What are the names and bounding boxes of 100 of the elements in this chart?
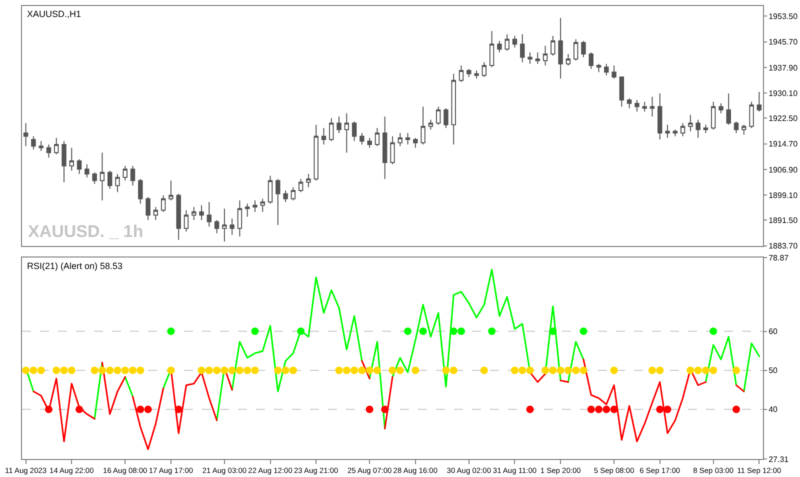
point [342, 366, 350, 374]
point [205, 366, 213, 374]
point [412, 366, 420, 374]
candlestick [734, 120, 739, 134]
candlestick [168, 180, 174, 201]
candlestick [54, 137, 59, 155]
candlestick [214, 220, 220, 234]
y-tick-label: 1937.90 [768, 63, 798, 72]
candlestick [710, 101, 716, 130]
y-tick-label: 1930.10 [768, 88, 798, 98]
point [488, 328, 496, 336]
point [702, 366, 710, 374]
point [656, 406, 664, 414]
point [335, 366, 343, 374]
candlestick [38, 140, 44, 152]
point [90, 366, 98, 374]
point [106, 366, 114, 374]
point [121, 366, 129, 374]
point [710, 328, 718, 336]
point [458, 328, 465, 336]
candlestick [206, 202, 212, 228]
candlestick [138, 178, 143, 204]
candlestick [428, 119, 434, 130]
y-tick-label: 60 [768, 327, 778, 336]
candlestick [588, 52, 594, 70]
point [694, 366, 702, 374]
point [580, 328, 588, 336]
point [244, 366, 252, 374]
point [556, 366, 564, 374]
annotation: XAUUSD. _ 1h [28, 222, 144, 241]
candlestick [489, 30, 494, 68]
point [648, 366, 656, 374]
point [282, 366, 290, 374]
point [350, 366, 358, 374]
candlestick [566, 54, 571, 66]
candlestick [558, 17, 563, 80]
point [419, 328, 427, 336]
point [526, 366, 534, 374]
y-tick-label: 1914.70 [768, 140, 798, 149]
point [373, 366, 381, 374]
candlestick [153, 206, 158, 221]
candlestick [696, 119, 700, 138]
chart-title: XAUUSD.,H1 [27, 9, 82, 19]
candlestick [329, 118, 334, 142]
point [518, 366, 526, 374]
candlestick [573, 38, 578, 62]
candlestick [100, 152, 105, 201]
candlestick [528, 52, 532, 64]
candlestick [413, 137, 418, 148]
point [251, 328, 259, 336]
candlestick [199, 204, 204, 221]
candlestick [405, 132, 410, 145]
candlestick [244, 203, 250, 218]
point [30, 366, 38, 374]
y-tick-label: 50 [768, 366, 778, 376]
candlestick [367, 137, 372, 148]
point [220, 366, 228, 374]
candlestick [742, 124, 746, 136]
candlestick [482, 62, 487, 78]
candlestick [222, 208, 227, 242]
candlestick [306, 174, 311, 188]
candlestick [726, 92, 731, 126]
candlestick [634, 100, 640, 112]
candlestick [184, 210, 189, 232]
candlestick [352, 120, 357, 142]
candlestick [604, 63, 609, 76]
candlestick [444, 108, 448, 129]
y-tick-label: 1906.90 [768, 165, 798, 174]
candlestick [230, 218, 234, 236]
candlestick [298, 178, 304, 193]
point [44, 406, 52, 414]
candlestick [374, 128, 380, 147]
candlestick [512, 35, 518, 48]
candlestick [466, 68, 472, 78]
candlestick [260, 198, 266, 212]
candlestick [76, 158, 82, 175]
point [167, 328, 175, 336]
candlestick [703, 124, 708, 134]
point [174, 406, 182, 414]
point [213, 366, 221, 374]
candlestick [650, 96, 655, 117]
candlestick [344, 112, 350, 154]
candlestick [115, 174, 120, 193]
candlestick [130, 165, 136, 186]
point [60, 366, 68, 374]
point [114, 366, 122, 374]
point [381, 406, 389, 414]
candlestick [458, 65, 464, 82]
candlestick [542, 45, 548, 66]
candlestick [360, 132, 364, 145]
point [450, 366, 458, 374]
candlestick [504, 34, 510, 52]
candlestick [642, 101, 647, 112]
point [52, 366, 60, 374]
point [572, 366, 580, 374]
point [236, 366, 244, 374]
point [396, 366, 404, 374]
point [526, 406, 534, 414]
point [542, 366, 550, 374]
point [656, 366, 664, 374]
